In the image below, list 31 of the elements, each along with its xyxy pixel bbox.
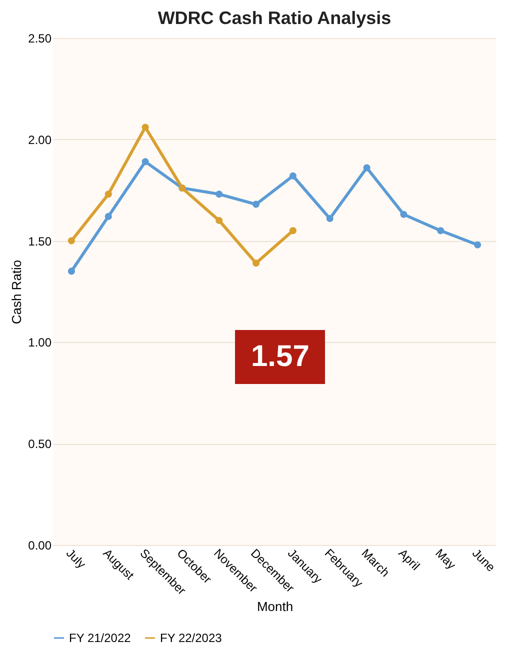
y-tick-label: 0.00 <box>28 538 52 552</box>
point <box>437 227 444 234</box>
point <box>289 227 296 234</box>
y-axis-title: Cash Ratio <box>9 260 24 324</box>
y-tick-label: 2.50 <box>28 32 52 46</box>
point <box>142 124 149 131</box>
point <box>216 190 223 198</box>
x-tick-label: April <box>396 546 423 573</box>
point <box>216 216 223 224</box>
x-axis-title: Month <box>256 598 294 614</box>
point <box>400 210 408 218</box>
point <box>68 237 75 244</box>
point <box>68 268 75 275</box>
point <box>363 164 370 172</box>
point <box>104 212 112 220</box>
y-tick-label: 1.00 <box>28 336 52 350</box>
point <box>104 190 112 198</box>
y-tick-label: 2.00 <box>28 132 52 147</box>
point <box>252 200 260 208</box>
chart-title: WDRC Cash Ratio Analysis <box>158 8 392 28</box>
legend-label: FY 21/2022 <box>69 631 132 645</box>
point <box>289 172 296 180</box>
y-tick-label: 1.50 <box>28 234 52 248</box>
x-tick-label: July <box>63 546 88 572</box>
point <box>474 241 482 248</box>
point <box>142 158 149 166</box>
annotation: 1.57 <box>235 330 326 384</box>
point <box>326 214 334 222</box>
y-tick-label: 0.50 <box>28 437 52 452</box>
legend-label: FY 22/2023 <box>160 631 222 645</box>
point <box>252 260 260 267</box>
